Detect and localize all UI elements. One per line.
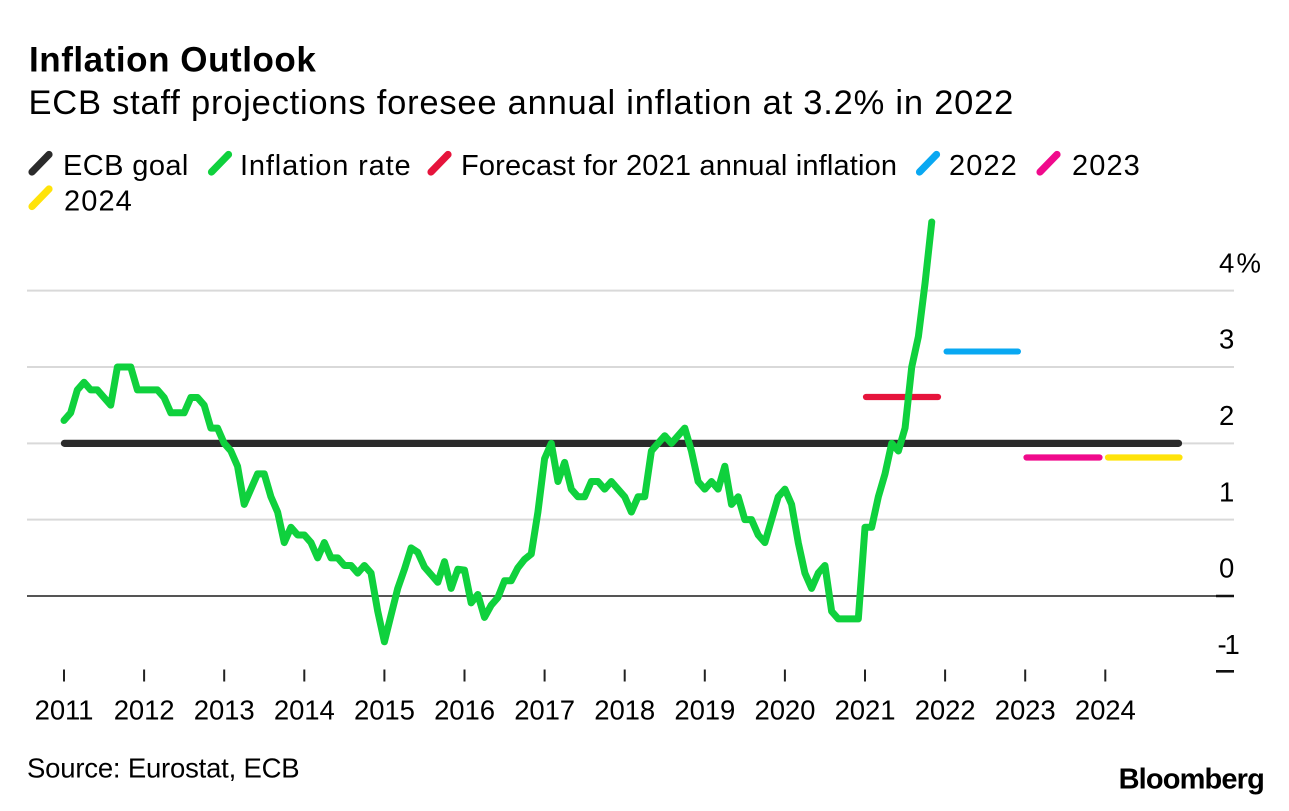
svg-text:2012: 2012	[114, 695, 175, 726]
svg-text:Forecast for 2021 annual infla: Forecast for 2021 annual inflation	[461, 150, 897, 182]
svg-text:2011: 2011	[35, 695, 94, 726]
svg-text:2020: 2020	[755, 695, 816, 726]
svg-text:2022: 2022	[915, 695, 976, 726]
svg-text:2024: 2024	[64, 186, 133, 218]
svg-text:2019: 2019	[674, 695, 735, 726]
svg-text:0: 0	[1219, 553, 1234, 584]
svg-text:2017: 2017	[514, 695, 575, 726]
svg-text:Inflation Outlook: Inflation Outlook	[29, 41, 316, 80]
svg-text:2024: 2024	[1075, 695, 1136, 726]
svg-text:2014: 2014	[274, 695, 335, 726]
svg-text:Source: Eurostat, ECB: Source: Eurostat, ECB	[27, 753, 299, 784]
svg-text:2023: 2023	[995, 695, 1056, 726]
svg-text:2021: 2021	[835, 695, 896, 726]
svg-text:Bloomberg: Bloomberg	[1119, 764, 1264, 796]
svg-text:2013: 2013	[194, 695, 255, 726]
svg-text:2023: 2023	[1072, 150, 1141, 182]
svg-text:3: 3	[1219, 324, 1234, 355]
svg-text:2015: 2015	[354, 695, 415, 726]
svg-text:2: 2	[1219, 400, 1234, 431]
svg-text:ECB staff projections foresee: ECB staff projections foresee annual inf…	[29, 84, 1015, 122]
svg-text:4%: 4%	[1219, 247, 1263, 278]
svg-text:-1: -1	[1218, 629, 1239, 660]
svg-text:2016: 2016	[434, 695, 495, 726]
svg-text:2018: 2018	[594, 695, 655, 726]
svg-text:Inflation rate: Inflation rate	[240, 150, 412, 182]
svg-text:ECB goal: ECB goal	[63, 150, 189, 182]
svg-text:1: 1	[1219, 476, 1234, 507]
svg-text:2022: 2022	[949, 150, 1018, 182]
